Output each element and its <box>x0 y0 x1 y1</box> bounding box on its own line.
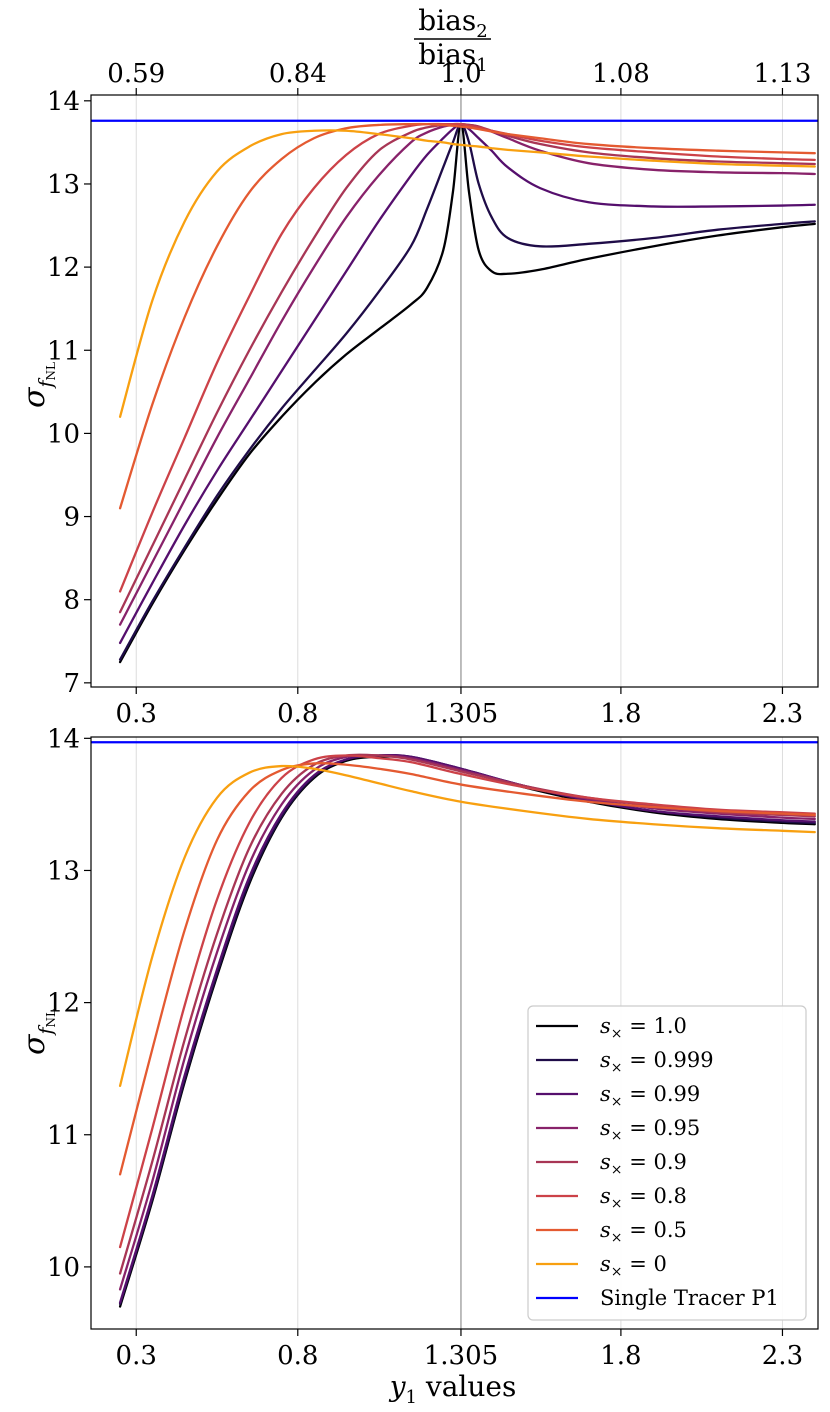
x-tick-label: 1.8 <box>600 1341 641 1371</box>
legend-label: s× = 0.8 <box>600 1184 687 1212</box>
top-axis-label-denominator: bias1 <box>418 38 487 76</box>
top-ylabel: σfNL <box>17 362 58 408</box>
y-tick-label: 13 <box>47 856 80 886</box>
bottom-xlabel: y1 values <box>388 1370 517 1408</box>
y-tick-label: 14 <box>47 87 80 117</box>
legend-box <box>527 1005 807 1321</box>
legend-label: s× = 1.0 <box>600 1014 687 1042</box>
x-tick-label: 1.8 <box>600 699 641 729</box>
series-line-1 <box>118 122 816 661</box>
y-tick-label: 11 <box>47 1121 80 1151</box>
top-x-tick-label: 1.08 <box>592 59 650 89</box>
top-x-tick-label: 1.0 <box>440 59 481 89</box>
top-x-tick-label: 0.59 <box>107 59 165 89</box>
y-tick-label: 12 <box>47 253 80 283</box>
series-line-6 <box>118 761 816 1176</box>
series-line-7 <box>118 764 816 1088</box>
plot-frame <box>90 736 819 1330</box>
x-tick-label: 0.8 <box>277 1341 318 1371</box>
x-tick-label: 0.8 <box>277 699 318 729</box>
y-tick-label: 10 <box>47 419 80 449</box>
legend-label: s× = 0.999 <box>600 1048 714 1076</box>
series-line-7 <box>118 129 816 418</box>
y-tick-label: 12 <box>47 989 80 1019</box>
legend: s× = 1.0 s× = 0.999 s× = 0.99 s× = 0.95 s× =… <box>527 1005 807 1321</box>
top-axis-label-numerator: bias2 <box>418 4 487 42</box>
x-tick-label: 2.3 <box>762 1341 803 1371</box>
series-line-6 <box>118 122 816 510</box>
legend-label: s× = 0.9 <box>600 1150 687 1178</box>
top-panel: 0.3 0.8 1.305 1.8 2.3 7 8 9 10 11 12 13 14 0.59 0.84 1.… <box>47 59 819 729</box>
bottom-ylabel: σfNL <box>17 1009 58 1055</box>
y-tick-label: 14 <box>47 724 80 754</box>
x-tick-label: 0.3 <box>116 699 157 729</box>
x-tick-label: 1.305 <box>424 699 498 729</box>
series-line-5 <box>118 754 816 1249</box>
plot-frame <box>90 94 819 688</box>
legend-label: s× = 0.95 <box>600 1116 700 1144</box>
y-tick-label: 13 <box>47 170 80 200</box>
series-line-0 <box>118 122 816 664</box>
top-axis-label: bias2 bias1 <box>414 4 491 76</box>
legend-label: s× = 0 <box>600 1252 667 1280</box>
x-tick-label: 1.305 <box>424 1341 498 1371</box>
y-tick-label: 9 <box>63 503 80 533</box>
x-tick-label: 0.3 <box>116 1341 157 1371</box>
y-tick-label: 10 <box>47 1253 80 1283</box>
legend-label: s× = 0.99 <box>600 1082 700 1110</box>
y-tick-label: 8 <box>63 586 80 616</box>
x-tick-label: 2.3 <box>762 699 803 729</box>
series-line-2 <box>118 122 816 645</box>
top-x-tick-label: 0.84 <box>269 59 327 89</box>
top-x-tick-label: 1.13 <box>754 59 812 89</box>
y-tick-label: 11 <box>47 336 80 366</box>
y-tick-label: 7 <box>63 669 80 699</box>
legend-label: s× = 0.5 <box>600 1218 687 1246</box>
legend-label: Single Tracer P1 <box>600 1286 779 1310</box>
